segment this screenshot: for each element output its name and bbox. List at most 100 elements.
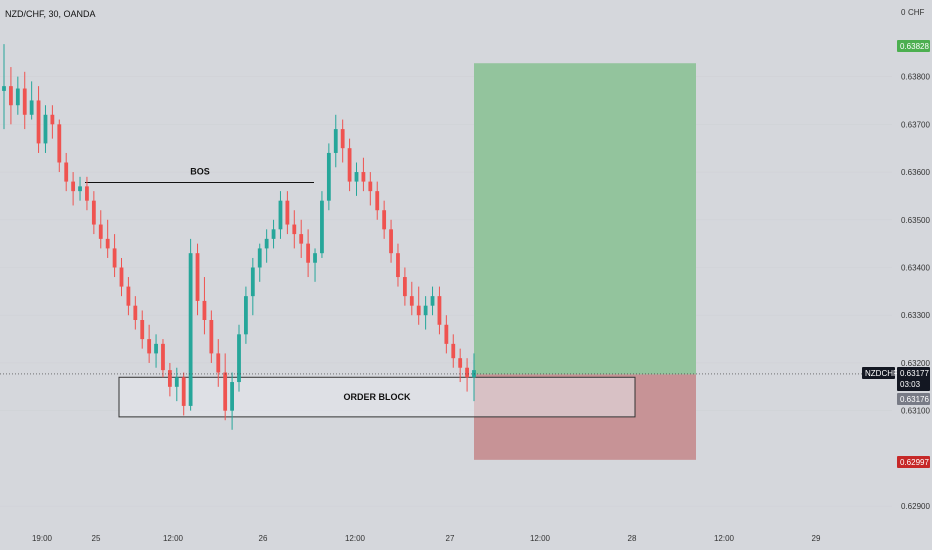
candle-body[interactable]: [423, 305, 428, 316]
grid-lines: [0, 76, 892, 507]
time-axis[interactable]: 19:00 25 12:00 26 12:00 27 12:00 28 12:00 29: [32, 534, 821, 543]
order-block-box[interactable]: [118, 376, 636, 418]
candle-body[interactable]: [195, 253, 200, 301]
candle-body[interactable]: [333, 129, 338, 153]
candle-body[interactable]: [306, 243, 311, 263]
candle-body[interactable]: [216, 353, 221, 373]
candle-body[interactable]: [64, 162, 69, 182]
candle-body[interactable]: [105, 238, 110, 249]
candle-body[interactable]: [389, 229, 393, 254]
candle-body[interactable]: [396, 253, 400, 278]
price-axis[interactable]: 0 CHF 0.63800 0.63700 0.63600 0.63500 0.6340…: [901, 8, 930, 511]
candle-body[interactable]: [202, 300, 207, 320]
candle-body[interactable]: [409, 296, 414, 306]
last-price-badge: 0.63177 03:03: [897, 367, 930, 391]
candle-body[interactable]: [458, 358, 463, 368]
profit-zone[interactable]: [474, 63, 696, 375]
candle-body[interactable]: [271, 229, 276, 239]
order-block-label: ORDER BLOCK: [344, 392, 411, 402]
candle-body[interactable]: [133, 305, 138, 320]
target-price: 0.63828: [900, 42, 929, 51]
candle-body[interactable]: [340, 129, 345, 149]
candle-body[interactable]: [71, 181, 76, 192]
candle-body[interactable]: [161, 343, 165, 371]
axis-currency-suffix: 0: [901, 8, 906, 17]
entry-badge: 0.63176: [897, 393, 930, 405]
candle-body[interactable]: [430, 296, 435, 306]
candle-body[interactable]: [85, 186, 89, 201]
candle-body[interactable]: [416, 305, 421, 316]
candle-body[interactable]: [167, 370, 172, 387]
candle-body[interactable]: [154, 343, 158, 354]
symbol-label: NZDCHF: [865, 369, 898, 378]
candle-body[interactable]: [361, 172, 366, 182]
candle-body[interactable]: [126, 286, 131, 306]
y-tick-label: 0.63800: [901, 73, 930, 82]
x-tick-label: 12:00: [345, 534, 366, 543]
candle-body[interactable]: [250, 267, 255, 297]
candle-body[interactable]: [15, 88, 20, 106]
candle-body[interactable]: [57, 124, 62, 163]
candle-body[interactable]: [119, 267, 124, 287]
candle-body[interactable]: [451, 343, 456, 359]
candle-body[interactable]: [237, 334, 241, 383]
candle-body[interactable]: [98, 224, 103, 239]
candle-body[interactable]: [368, 181, 373, 192]
candle-body[interactable]: [402, 277, 407, 297]
candle-body[interactable]: [278, 200, 283, 230]
stop-badge: 0.62997: [897, 456, 930, 468]
y-tick-label: 0.63400: [901, 264, 930, 273]
candle-body[interactable]: [188, 253, 193, 406]
x-tick-label: 28: [628, 534, 637, 543]
symbol-badge: NZDCHF: [862, 367, 898, 379]
candle-body[interactable]: [437, 296, 442, 325]
candle-body[interactable]: [354, 172, 359, 182]
candle-body[interactable]: [22, 88, 27, 115]
candle-body[interactable]: [209, 320, 214, 354]
x-tick-label: 27: [446, 534, 455, 543]
candle-body[interactable]: [230, 382, 234, 411]
candle-body[interactable]: [257, 248, 262, 268]
candle-body[interactable]: [347, 148, 352, 182]
countdown: 03:03: [900, 380, 921, 389]
chart-title: NZD/CHF, 30, OANDA: [5, 9, 96, 19]
candle-body[interactable]: [299, 234, 304, 244]
candle-body[interactable]: [320, 200, 324, 254]
candle-body[interactable]: [313, 253, 317, 263]
x-tick-label: 12:00: [163, 534, 184, 543]
y-tick-label: 0.63600: [901, 168, 930, 177]
candle-body[interactable]: [50, 114, 55, 125]
candle-body[interactable]: [264, 238, 269, 249]
last-price: 0.63177: [900, 369, 929, 378]
candle-body[interactable]: [2, 86, 6, 91]
x-tick-label: 19:00: [32, 534, 53, 543]
candle-body[interactable]: [382, 210, 387, 230]
candle-body[interactable]: [43, 114, 48, 144]
y-tick-label: 0.63100: [901, 407, 930, 416]
candle-body[interactable]: [292, 224, 297, 235]
candle-body[interactable]: [181, 377, 186, 406]
candle-body[interactable]: [444, 324, 449, 344]
candle-body[interactable]: [36, 100, 41, 144]
candle-body[interactable]: [147, 339, 152, 354]
candle-body[interactable]: [78, 186, 82, 192]
candle-body[interactable]: [140, 320, 145, 340]
target-badge: 0.63828: [897, 40, 930, 52]
candle-body[interactable]: [112, 248, 117, 268]
x-tick-label: 25: [92, 534, 101, 543]
candle-body[interactable]: [29, 100, 34, 115]
candle-body[interactable]: [285, 200, 290, 225]
candle-body[interactable]: [244, 296, 248, 335]
y-tick-label: 0.63500: [901, 216, 930, 225]
candle-body[interactable]: [91, 200, 96, 225]
candle-body[interactable]: [223, 372, 228, 411]
candle-body[interactable]: [465, 367, 469, 378]
candle-body[interactable]: [9, 86, 13, 106]
candle-body[interactable]: [375, 191, 380, 211]
x-tick-label: 12:00: [714, 534, 735, 543]
candle-body[interactable]: [326, 152, 331, 201]
candle-body[interactable]: [174, 377, 179, 387]
x-tick-label: 26: [259, 534, 268, 543]
